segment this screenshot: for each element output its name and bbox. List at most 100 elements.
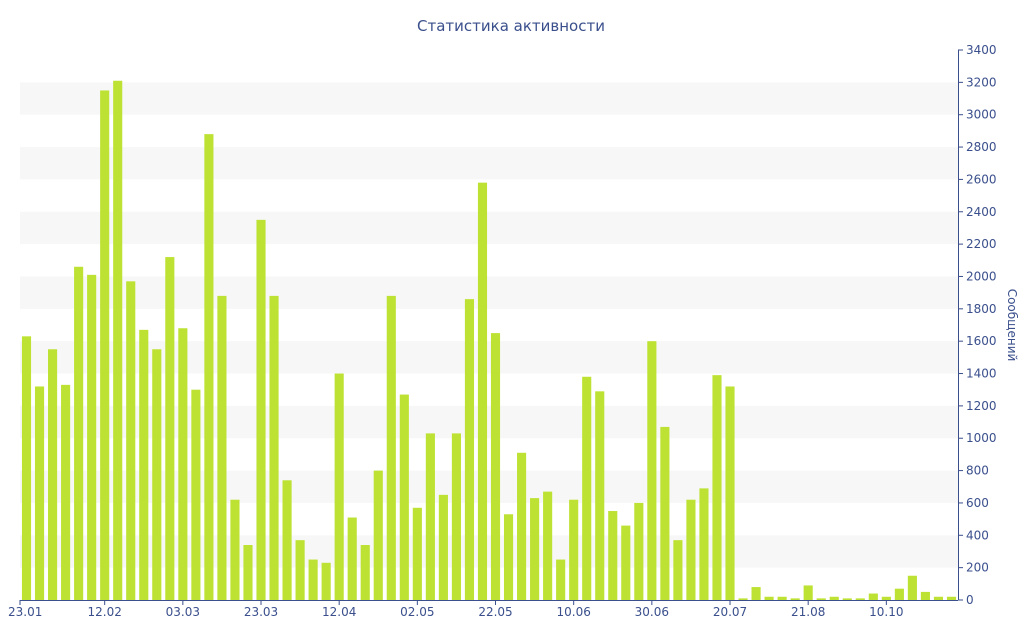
bar [530,498,540,600]
gridline-band [20,341,958,374]
bar [829,596,839,600]
bar [386,295,396,600]
y-tick-label: 1600 [966,334,997,348]
bar [100,90,110,600]
bar [686,499,696,600]
y-tick-label: 0 [966,593,974,607]
y-tick-label: 1000 [966,431,997,445]
y-tick-label: 3200 [966,75,997,89]
bar [621,525,631,600]
bar [543,491,553,600]
bar [751,587,761,600]
x-tick-label: 20.07 [713,605,747,619]
bar [712,375,722,600]
y-tick-label: 2400 [966,205,997,219]
bar [217,295,227,600]
bar [842,598,852,600]
bar [582,376,592,600]
bar [61,384,71,600]
gridline-band [20,276,958,309]
bar [139,329,149,600]
bar [490,333,501,600]
x-tick-label: 03.03 [166,605,200,619]
bar [34,386,45,600]
bar [204,134,214,600]
bar [855,598,865,600]
bar [243,545,253,600]
bar [282,480,292,600]
bar [308,559,318,600]
bar [334,373,344,600]
bar [178,328,188,600]
y-tick-label: 1800 [966,302,997,316]
bar [399,394,409,600]
bar [790,598,800,600]
y-tick-label: 3000 [966,108,997,122]
gridline-band [20,211,958,245]
bar [946,596,957,600]
y-tick-label: 2800 [966,140,997,154]
x-tick-label: 12.02 [88,605,122,619]
bar [894,588,904,600]
bar [556,559,566,600]
bar [777,596,787,600]
y-tick-label: 2600 [966,172,997,186]
bar [764,596,774,600]
bar [373,470,383,600]
bar [74,266,84,600]
bar [360,545,370,600]
y-tick-label: 1200 [966,399,997,413]
y-axis-title: Сообщений [1005,289,1019,362]
bar [569,499,579,600]
x-tick-label: 21.08 [791,605,825,619]
x-tick-label: 23.03 [244,605,278,619]
x-tick-label: 23.01 [8,605,42,619]
bar [295,540,305,600]
bar [321,562,331,600]
gridline-bands [20,82,958,568]
x-tick-label: 10.06 [557,605,591,619]
bar [113,80,123,601]
bar [412,507,422,600]
bar [477,182,488,600]
bar [48,349,58,600]
gridline-band [20,470,958,503]
bar [517,452,527,600]
y-tick-label: 1400 [966,367,997,381]
bar [868,593,878,600]
bar [191,389,201,600]
bar [269,295,279,600]
bar [738,598,748,600]
y-tick-label: 2000 [966,269,997,283]
y-axis-ticks: 0 200 400 600 800 1000 1200 1400 1600 1800 2000 220… [958,43,997,607]
bar [451,433,461,600]
bar [165,257,175,600]
x-tick-label: 10.10 [869,605,903,619]
bar [503,514,514,600]
bar [425,433,435,600]
bar [907,575,917,600]
bar [464,299,475,600]
bar [152,349,162,600]
bar [699,488,709,600]
gridline-band [20,535,958,568]
x-tick-label: 22.05 [478,605,512,619]
bar [87,274,97,600]
bar [816,598,826,600]
bar [660,426,670,600]
gridline-band [20,405,958,439]
y-tick-label: 600 [966,496,989,510]
bar [920,591,930,600]
bar [634,502,644,600]
bar [881,596,891,600]
bar [347,517,357,600]
bars [21,80,957,601]
gridline-band [20,147,958,180]
y-tick-label: 2200 [966,237,997,251]
x-tick-label: 02.05 [400,605,434,619]
bar [725,386,735,600]
bar [21,336,32,600]
bar [230,499,240,600]
chart-title: Статистика активности [417,17,605,35]
